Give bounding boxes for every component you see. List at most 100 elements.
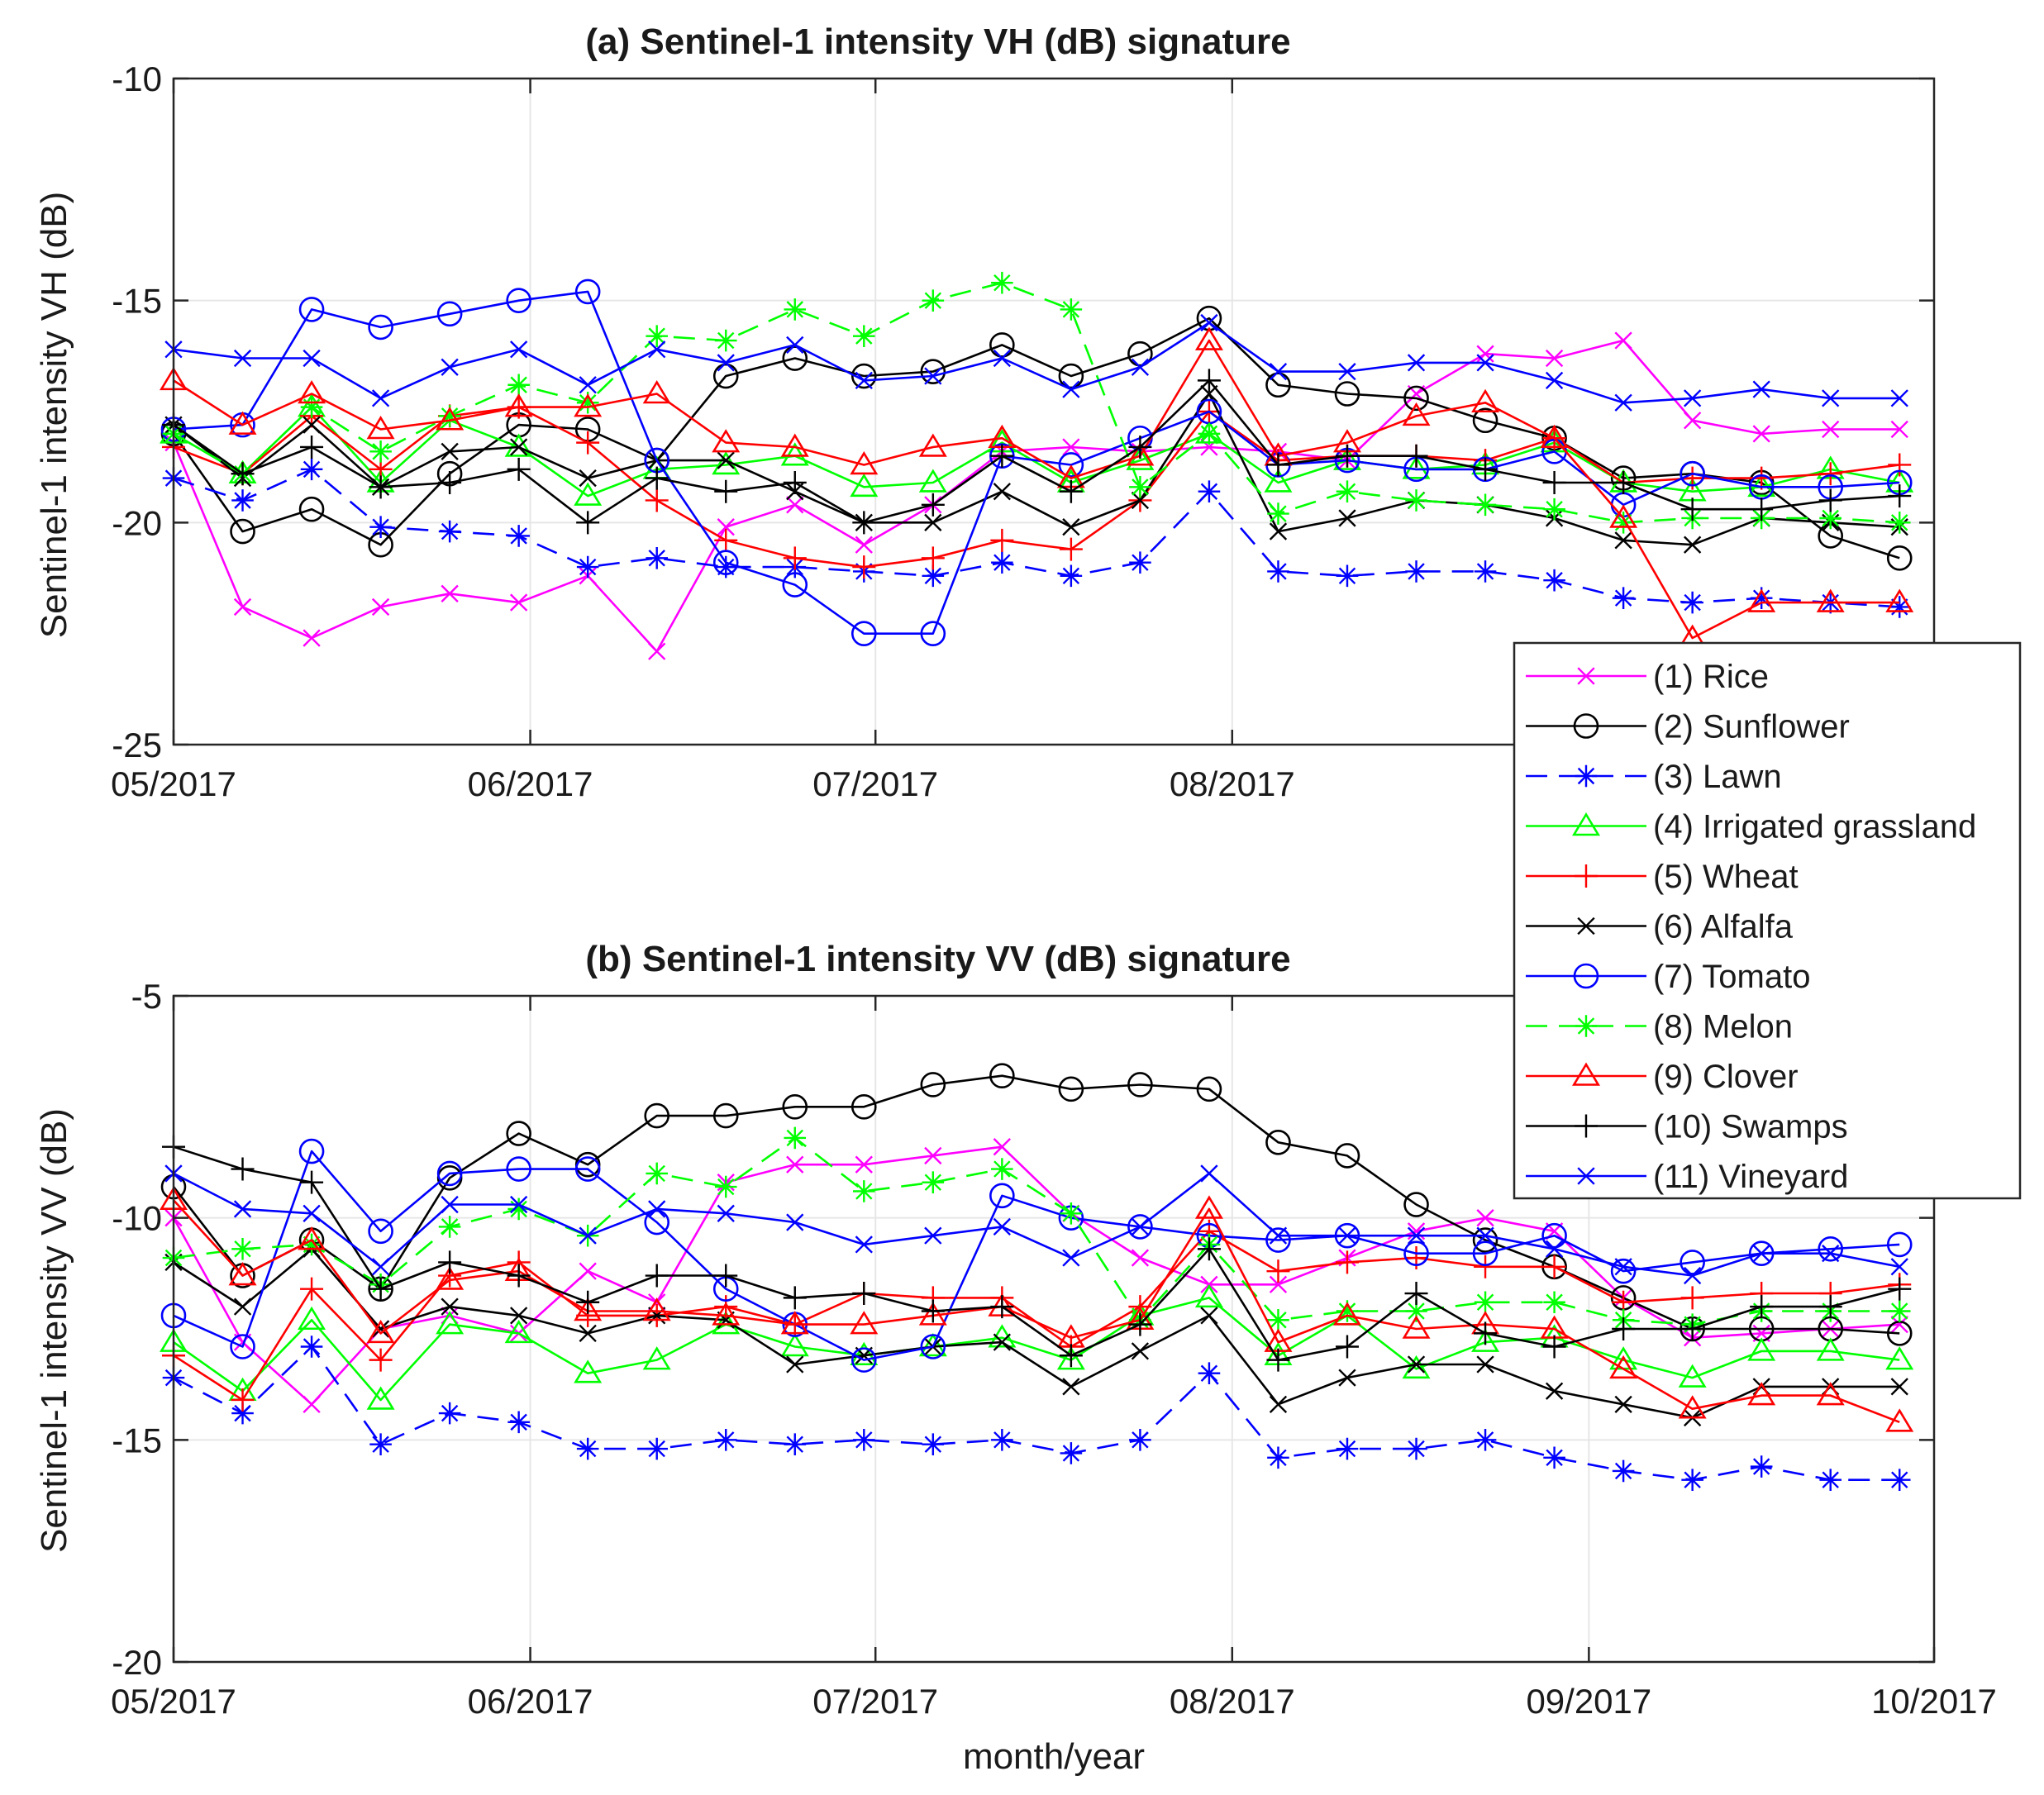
legend-label-9: (9) Clover [1653,1059,1799,1095]
data-point-vh-6-22 [1614,531,1632,550]
data-point-vv-11-23 [1684,1266,1702,1285]
data-point-vh-6-7 [579,469,597,488]
series-line-vv-10 [173,1145,1900,1361]
tick-label-x-vh-1: 06/2017 [468,764,593,803]
data-point-vv-2-9 [712,1102,739,1129]
data-point-vh-11-7 [579,376,597,394]
data-point-vv-6-2 [233,1297,252,1316]
data-point-vv-1-12 [924,1146,942,1165]
x-axis-label: month/year [963,1736,1145,1777]
data-point-vh-11-16 [1200,313,1218,332]
data-point-vh-1-24 [1752,425,1770,443]
data-point-vh-8-18 [1336,480,1359,503]
data-point-vv-3-21 [1543,1446,1565,1469]
data-point-vv-7-13 [989,1183,1015,1209]
series-line-vv-11 [173,1172,1900,1277]
data-point-vh-11-23 [1684,389,1702,407]
data-point-vv-1-15 [1131,1249,1150,1267]
data-point-vh-3-16 [1198,480,1221,503]
data-point-vh-4-7 [574,482,603,506]
legend-entry-1: (1) Rice [1526,659,1769,695]
data-point-vh-7-6 [506,288,531,313]
data-point-vv-4-25 [1816,1337,1845,1361]
data-point-vh-10-25 [1818,488,1842,512]
data-point-vv-3-18 [1336,1437,1359,1460]
tick-label-x-vv-4: 09/2017 [1526,1682,1651,1721]
data-point-vh-9-8 [642,379,671,404]
data-point-vh-6-13 [993,483,1011,501]
data-point-vh-5-26 [1888,453,1912,477]
data-point-vh-2-14 [1058,363,1084,389]
legend-marker-8 [1575,1015,1598,1037]
data-point-vv-3-4 [369,1433,392,1456]
data-point-vh-5-7 [576,431,600,455]
series-line-vh-3 [173,468,1900,608]
data-point-vh-7-23 [1680,460,1705,487]
data-point-vv-9-11 [850,1311,879,1335]
data-point-vv-9-22 [1609,1355,1638,1379]
series-line-vv-4 [173,1297,1900,1402]
series-vh-11 [164,313,1908,412]
data-point-vh-1-21 [1545,349,1564,368]
data-point-vv-10-6 [507,1264,531,1288]
data-point-vh-4-10 [780,442,809,466]
data-point-vh-1-8 [648,642,666,660]
data-point-vv-11-18 [1338,1226,1356,1245]
data-point-vv-4-20 [1471,1328,1500,1352]
series-line-vh-8 [173,281,1900,524]
data-point-vh-3-21 [1543,569,1565,592]
data-point-vv-11-9 [717,1204,735,1222]
data-point-vv-10-3 [300,1170,324,1194]
data-point-vh-5-10 [783,546,807,570]
data-point-vh-11-18 [1338,362,1356,381]
data-point-vv-11-19 [1407,1226,1426,1245]
data-point-vv-2-14 [1058,1076,1084,1102]
chart-title-vv: (b) Sentinel-1 intensity VV (dB) signatu… [585,939,1290,979]
tick-label-x-vv-3: 08/2017 [1170,1682,1295,1721]
data-point-vh-9-24 [1747,588,1776,612]
data-point-vv-11-25 [1822,1245,1840,1263]
data-point-vv-3-10 [784,1433,807,1456]
data-point-vh-7-7 [574,279,601,305]
data-point-vv-2-11 [850,1094,877,1120]
data-point-vv-7-22 [1610,1258,1637,1284]
legend-label-7: (7) Tomato [1653,959,1810,995]
series-vh-9 [160,326,1914,648]
tick-label-y-vv-1: -15 [112,1421,162,1459]
data-point-vh-3-20 [1474,560,1497,583]
data-point-vv-4-14 [1056,1346,1085,1370]
data-point-vv-4-8 [642,1346,671,1370]
tick-label-x-vv-5: 10/2017 [1871,1682,1997,1721]
data-point-vv-8-5 [438,1216,461,1238]
data-point-vh-7-9 [712,550,739,575]
data-point-vv-11-22 [1614,1258,1632,1276]
data-point-vh-3-17 [1267,560,1289,583]
data-point-vv-1-20 [1476,1209,1494,1227]
axes-box-vv [172,994,1936,1664]
data-point-vh-2-17 [1265,372,1291,398]
data-point-vv-11-15 [1131,1217,1150,1236]
data-point-vh-6-15 [1131,491,1150,510]
data-point-vh-5-9 [714,528,738,552]
data-point-vv-10-21 [1542,1335,1566,1359]
data-point-vh-8-3 [300,396,323,418]
data-point-vh-10-26 [1888,484,1912,508]
data-point-vh-2-9 [712,363,739,389]
data-point-vh-6-5 [441,442,459,461]
series-line-vh-2 [172,317,1900,559]
series-line-vh-1 [172,339,1900,653]
series-line-vh-6 [173,393,1900,546]
data-point-vv-10-11 [852,1282,876,1306]
data-point-vv-3-26 [1888,1469,1911,1491]
data-point-vv-7-20 [1472,1240,1498,1266]
data-point-vh-10-14 [1059,479,1083,503]
data-point-vh-9-11 [850,450,879,475]
data-point-vv-10-9 [714,1264,738,1288]
data-point-vv-3-12 [922,1433,945,1456]
data-point-vh-3-12 [922,564,945,588]
data-point-vv-3-6 [507,1411,530,1434]
data-point-vv-5-18 [1336,1250,1359,1274]
data-point-vv-11-3 [303,1204,321,1222]
data-point-vh-6-6 [509,438,528,456]
data-point-vh-8-5 [438,405,461,427]
